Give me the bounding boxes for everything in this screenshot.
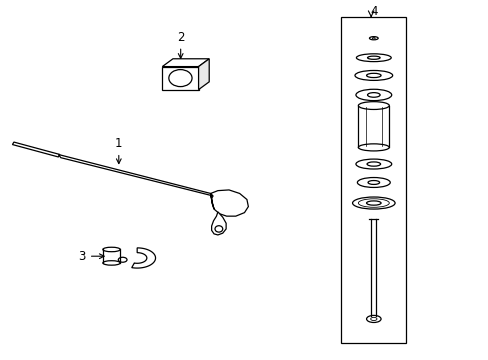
Ellipse shape [367,93,379,97]
Ellipse shape [358,102,388,109]
Polygon shape [198,59,209,90]
Text: 3: 3 [79,250,104,263]
Ellipse shape [358,144,388,151]
Polygon shape [58,154,213,196]
Polygon shape [162,67,198,90]
Ellipse shape [369,37,377,40]
Ellipse shape [102,247,120,252]
Ellipse shape [352,197,394,209]
Ellipse shape [355,89,391,100]
Ellipse shape [366,201,380,205]
Polygon shape [12,142,60,157]
Ellipse shape [102,261,120,265]
Ellipse shape [367,56,379,59]
Ellipse shape [355,159,391,169]
Ellipse shape [366,73,380,77]
Ellipse shape [118,257,127,262]
Ellipse shape [356,54,390,62]
Polygon shape [210,193,214,209]
Ellipse shape [168,69,192,87]
Polygon shape [162,59,209,67]
Text: 4: 4 [370,5,378,18]
Text: 2: 2 [177,31,184,58]
Ellipse shape [367,180,379,184]
Ellipse shape [366,162,380,166]
Polygon shape [210,190,248,216]
Text: 1: 1 [115,137,122,163]
Polygon shape [211,212,225,235]
Polygon shape [131,248,155,268]
Bar [341,17,406,343]
Ellipse shape [354,71,392,80]
Ellipse shape [357,177,389,188]
Ellipse shape [366,315,380,323]
